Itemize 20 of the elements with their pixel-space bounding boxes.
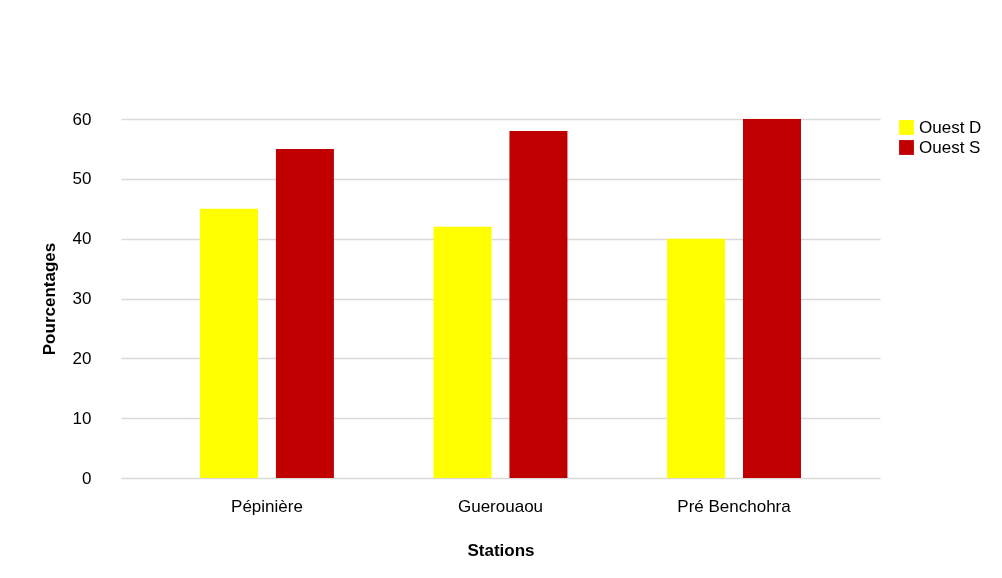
x-tick-label: Pré Benchohra [677, 496, 792, 516]
y-tick-label: 50 [72, 169, 92, 189]
y-tick-label: 20 [72, 348, 92, 368]
bar [275, 148, 334, 478]
bar [433, 226, 492, 478]
legend-label: Ouest D [919, 117, 982, 137]
y-tick-label: 10 [72, 408, 92, 428]
x-tick-label: Pépinière [231, 496, 303, 516]
bar [742, 119, 801, 478]
bar [509, 130, 568, 478]
x-axis-title: Stations [467, 540, 535, 560]
legend-label: Ouest S [919, 137, 981, 157]
y-tick-label: 40 [72, 229, 92, 249]
y-axis-title: Pourcentages [39, 242, 59, 356]
y-tick-label: 30 [72, 289, 92, 308]
y-tick-label: 60 [72, 109, 92, 129]
x-tick-label: Guerouaou [457, 496, 544, 516]
y-tick-label: 0 [82, 468, 92, 488]
bar [200, 208, 259, 478]
bar [667, 238, 726, 478]
